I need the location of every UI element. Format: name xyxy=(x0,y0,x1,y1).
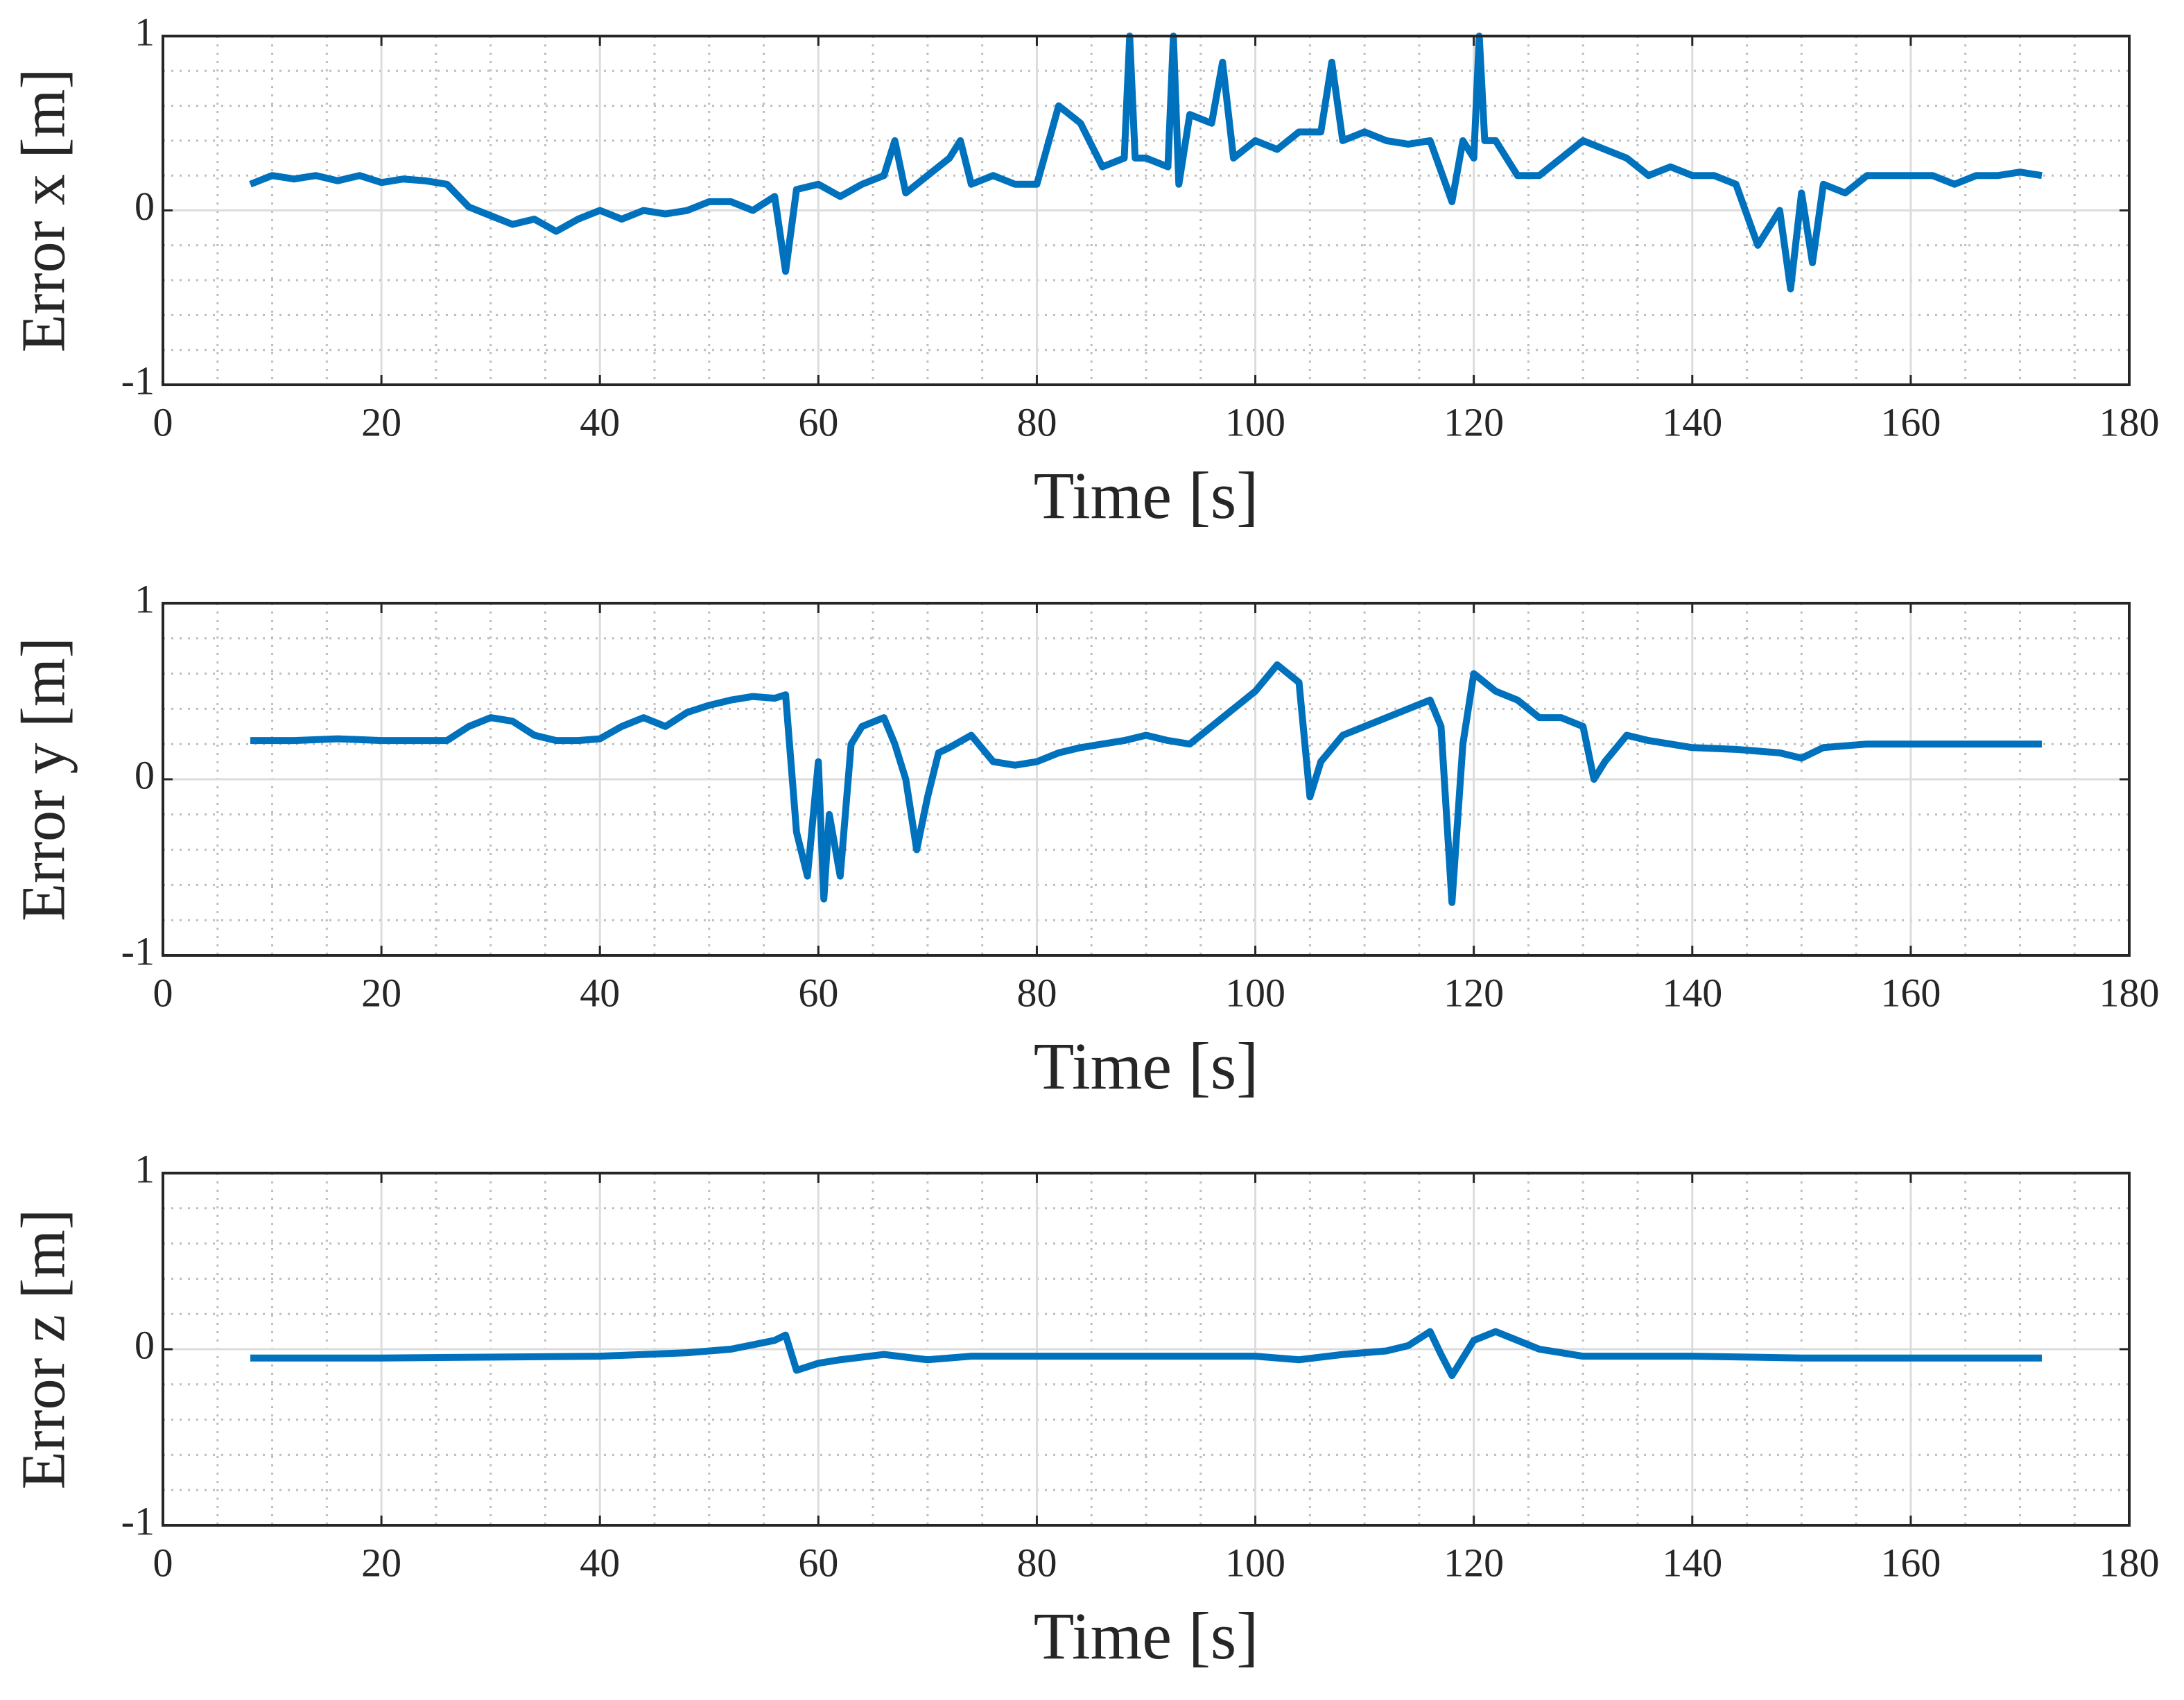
y-axis-label: Error y [m] xyxy=(10,637,78,921)
x-tick-label: 100 xyxy=(1225,970,1285,1015)
x-tick-label: 60 xyxy=(798,1540,838,1585)
y-tick-label: -1 xyxy=(121,1498,155,1543)
y-axis-label: Error z [m] xyxy=(10,1209,78,1490)
y-tick-label: 1 xyxy=(135,1146,155,1191)
data-line xyxy=(250,1328,2042,1380)
x-tick-label: 80 xyxy=(1016,970,1057,1015)
data-line xyxy=(250,661,2042,906)
y-tick-label: 0 xyxy=(135,1322,155,1367)
x-tick-label: 80 xyxy=(1016,399,1057,444)
x-tick-label: 0 xyxy=(153,399,173,444)
axes-box xyxy=(162,602,2131,957)
x-tick-label: 0 xyxy=(153,970,173,1015)
axes-box xyxy=(162,35,2131,386)
x-tick-label: 60 xyxy=(798,399,838,444)
x-tick-label: 20 xyxy=(361,970,401,1015)
y-tick-label: 0 xyxy=(135,184,155,229)
x-tick-label: 180 xyxy=(2099,399,2160,444)
y-tick-label: 1 xyxy=(135,576,155,621)
x-tick-label: 180 xyxy=(2099,1540,2160,1585)
x-tick-label: 20 xyxy=(361,399,401,444)
x-tick-label: 60 xyxy=(798,970,838,1015)
x-tick-label: 120 xyxy=(1444,1540,1504,1585)
y-tick-label: 0 xyxy=(135,752,155,797)
y-axis-label: Error x [m] xyxy=(10,69,78,353)
x-tick-label: 100 xyxy=(1225,1540,1285,1585)
x-tick-label: 40 xyxy=(580,1540,620,1585)
x-tick-label: 0 xyxy=(153,1540,173,1585)
axes-box xyxy=(162,1172,2131,1527)
x-tick-label: 180 xyxy=(2099,970,2160,1015)
x-tick-label: 140 xyxy=(1662,399,1722,444)
x-axis-label: Time [s] xyxy=(1034,458,1259,532)
x-tick-label: 100 xyxy=(1225,399,1285,444)
x-tick-label: 80 xyxy=(1016,1540,1057,1585)
x-tick-label: 20 xyxy=(361,1540,401,1585)
x-tick-label: 160 xyxy=(1880,1540,1941,1585)
x-tick-label: 40 xyxy=(580,399,620,444)
x-tick-label: 140 xyxy=(1662,1540,1722,1585)
x-tick-label: 120 xyxy=(1444,399,1504,444)
y-tick-label: -1 xyxy=(121,358,155,403)
x-tick-label: 140 xyxy=(1662,970,1722,1015)
x-tick-label: 40 xyxy=(580,970,620,1015)
x-tick-label: 160 xyxy=(1880,970,1941,1015)
x-axis-label: Time [s] xyxy=(1034,1599,1259,1673)
y-tick-label: 1 xyxy=(135,9,155,54)
x-axis-label: Time [s] xyxy=(1034,1029,1259,1103)
y-tick-label: -1 xyxy=(121,928,155,973)
x-tick-label: 160 xyxy=(1880,399,1941,444)
x-tick-label: 120 xyxy=(1444,970,1504,1015)
